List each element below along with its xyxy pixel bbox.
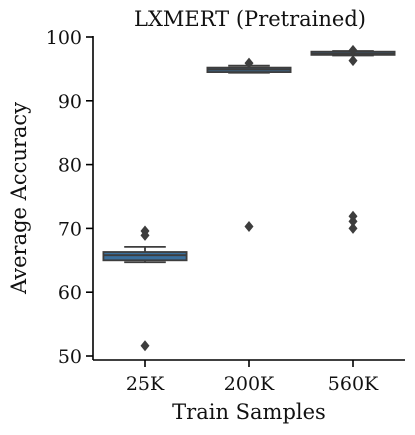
axes <box>92 36 405 361</box>
x-tick-label: 25K <box>126 373 165 395</box>
y-tick-label: 50 <box>58 346 82 368</box>
y-ticks: 50 60 70 80 90 100 <box>46 27 93 368</box>
outlier-point <box>140 340 150 352</box>
y-axis-label: Average Accuracy <box>7 102 31 295</box>
y-tick-label: 90 <box>58 91 82 113</box>
outlier-point <box>140 225 150 237</box>
outlier-point <box>348 55 358 67</box>
x-axis-label: Train Samples <box>172 400 326 424</box>
box-group-560k <box>310 44 396 234</box>
outlier-point <box>348 222 358 234</box>
box-group-25k <box>102 225 188 352</box>
plot-area <box>102 44 396 352</box>
outlier-point <box>348 44 358 56</box>
x-tick-label: 560K <box>328 373 379 395</box>
x-tick-label: 200K <box>224 373 275 395</box>
outlier-point <box>348 210 358 222</box>
box <box>102 251 188 262</box>
box-group-200k <box>206 57 292 232</box>
y-tick-label: 60 <box>58 282 82 304</box>
outlier-point <box>244 57 254 69</box>
y-tick-label: 70 <box>58 218 82 240</box>
x-ticks: 25K 200K 560K <box>126 360 379 395</box>
y-tick-label: 80 <box>58 155 82 177</box>
chart-title: LXMERT (Pretrained) <box>134 7 366 31</box>
y-tick-label: 100 <box>46 27 82 49</box>
outlier-point <box>244 220 254 232</box>
